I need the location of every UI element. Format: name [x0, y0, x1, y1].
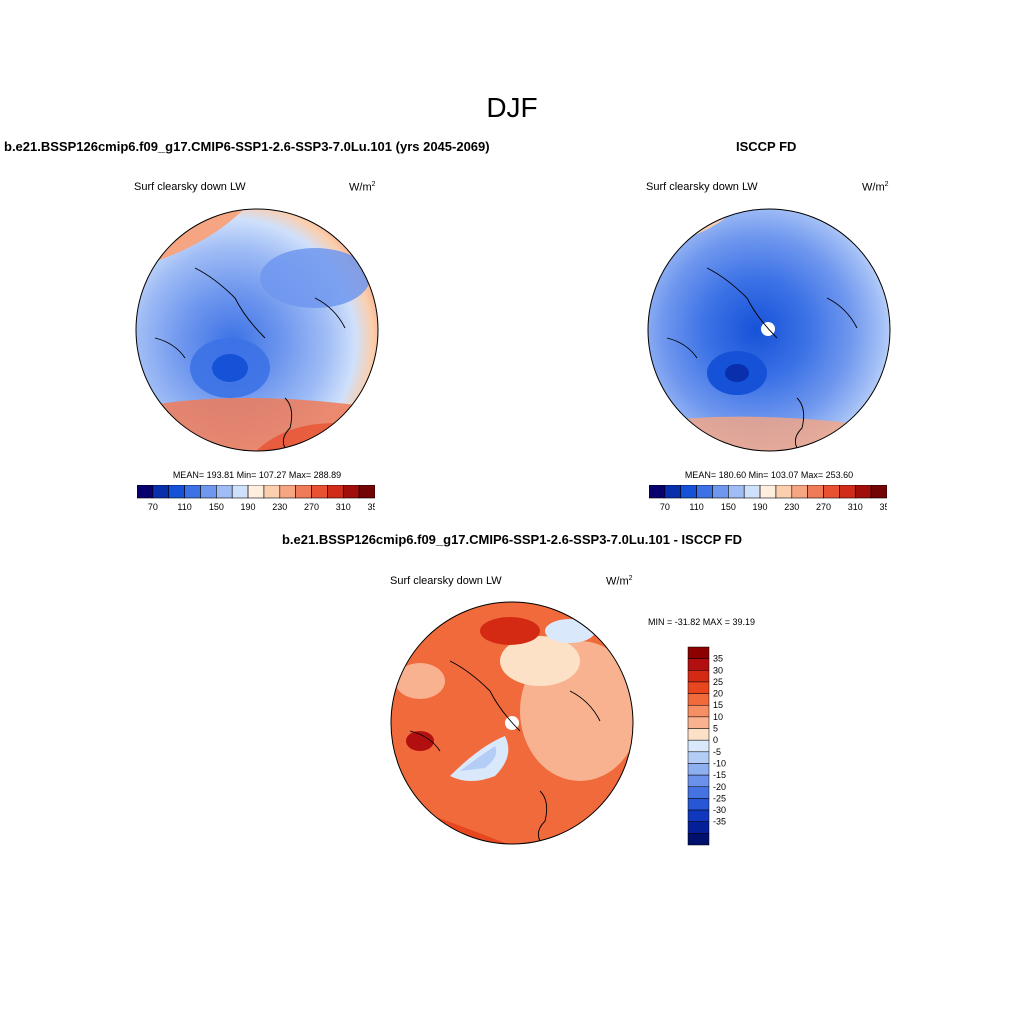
- obs-colorbar-tick-label: 350: [879, 502, 887, 512]
- model-variable-label: Surf clearsky down LW: [134, 181, 246, 193]
- obs-colorbar-swatch: [839, 485, 856, 499]
- diff-colorbar-tick-label: 35: [713, 654, 723, 664]
- obs-colorbar-swatch: [870, 485, 887, 499]
- diff-colorbar-tick-label: -20: [713, 782, 726, 792]
- obs-colorbar-swatch: [823, 485, 840, 499]
- obs-colorbar-swatch: [696, 485, 713, 499]
- model-colorbar-swatch: [168, 485, 185, 499]
- model-colorbar-swatch: [137, 485, 154, 499]
- model-panel-title: b.e21.BSSP126cmip6.f09_g17.CMIP6-SSP1-2.…: [4, 139, 490, 154]
- model-colorbar-tick-label: 110: [177, 502, 191, 512]
- obs-colorbar-swatch: [712, 485, 729, 499]
- diff-colorbar-swatch: [687, 704, 710, 718]
- obs-colorbar: 70 110 150 190 230 270 310 350: [649, 485, 887, 512]
- obs-colorbar-tick-label: 310: [848, 502, 863, 512]
- diff-colorbar-tick-label: 25: [713, 677, 723, 687]
- model-colorbar-swatch: [295, 485, 312, 499]
- diff-colorbar-swatch: [687, 833, 710, 846]
- diff-colorbar-swatch: [687, 798, 710, 811]
- model-colorbar-swatch: [231, 485, 249, 499]
- diff-colorbar-tick-label: -15: [713, 770, 726, 780]
- page-title: DJF: [486, 92, 538, 123]
- diff-colorbar-swatch: [687, 728, 710, 741]
- model-colorbar-swatch: [247, 485, 265, 499]
- obs-colorbar-swatch: [649, 485, 666, 499]
- model-colorbar-tick-label: 270: [304, 502, 319, 512]
- obs-colorbar-swatch: [664, 485, 682, 499]
- diff-colorbar-swatch: [687, 774, 710, 788]
- model-colorbar-swatch: [311, 485, 328, 499]
- model-colorbar-swatch: [342, 485, 360, 499]
- model-polar-map: [135, 208, 379, 452]
- diff-colorbar-tick-label: -35: [713, 817, 726, 827]
- diff-colorbar-tick-label: 30: [713, 665, 723, 675]
- diff-units-label: W/m2: [606, 575, 633, 588]
- model-colorbar-tick-label: 190: [241, 502, 256, 512]
- obs-stats-label: MEAN= 180.60 Min= 103.07 Max= 253.60: [684, 470, 854, 480]
- model-colorbar-swatch: [152, 485, 170, 499]
- obs-colorbar-tick-label: 270: [816, 502, 831, 512]
- diff-colorbar-tick-label: 15: [713, 700, 723, 710]
- diff-colorbar-swatch: [687, 646, 710, 659]
- obs-colorbar-tick-label: 230: [784, 502, 799, 512]
- diff-colorbar-tick-label: 10: [713, 712, 723, 722]
- diff-colorbar-swatch: [687, 809, 710, 822]
- diff-colorbar-swatch: [687, 681, 710, 694]
- diff-colorbar-swatch: [687, 751, 710, 764]
- diff-colorbar-swatch: [687, 670, 710, 683]
- diff-polar-map: [390, 601, 634, 845]
- diff-colorbar-swatch: [687, 658, 710, 671]
- diff-colorbar-tick-label: -5: [713, 747, 721, 757]
- obs-colorbar-swatch: [759, 485, 777, 499]
- diff-colorbar-tick-label: 0: [713, 735, 718, 745]
- obs-colorbar-swatch: [680, 485, 697, 499]
- diff-colorbar-tick-label: -10: [713, 758, 726, 768]
- model-colorbar-tick-label: 350: [367, 502, 375, 512]
- model-colorbar: 70 110 150 190 230 270 310 350: [137, 485, 375, 512]
- diff-colorbar-tick-label: -25: [713, 793, 726, 803]
- diff-minmax-label: MIN = -31.82 MAX = 39.19: [648, 617, 756, 627]
- diff-colorbar-tick-label: -30: [713, 805, 726, 815]
- model-colorbar-swatch: [263, 485, 281, 499]
- obs-variable-label: Surf clearsky down LW: [646, 181, 758, 193]
- model-colorbar-tick-label: 310: [336, 502, 351, 512]
- obs-units-label: W/m2: [862, 181, 889, 194]
- model-colorbar-swatch: [184, 485, 201, 499]
- obs-colorbar-swatch: [775, 485, 793, 499]
- model-colorbar-swatch: [279, 485, 296, 499]
- model-colorbar-swatch: [200, 485, 217, 499]
- obs-colorbar-tick-label: 190: [753, 502, 768, 512]
- obs-panel-title: ISCCP FD: [736, 139, 797, 154]
- diff-colorbar-tick-label: 20: [713, 689, 723, 699]
- model-stats-label: MEAN= 193.81 Min= 107.27 Max= 288.89: [172, 470, 342, 480]
- diff-variable-label: Surf clearsky down LW: [390, 575, 502, 587]
- model-colorbar-swatch: [358, 485, 375, 499]
- obs-polar-map: [647, 208, 891, 452]
- obs-colorbar-swatch: [743, 485, 761, 499]
- model-colorbar-swatch: [327, 485, 344, 499]
- model-colorbar-swatch: [216, 485, 233, 499]
- diff-colorbar-swatch: [687, 716, 710, 729]
- obs-colorbar-tick-label: 110: [689, 502, 703, 512]
- obs-colorbar-swatch: [854, 485, 872, 499]
- diff-colorbar-swatch: [687, 763, 710, 776]
- diff-colorbar-swatch: [687, 693, 710, 706]
- diff-colorbar-swatch: [687, 821, 710, 834]
- obs-colorbar-swatch: [791, 485, 808, 499]
- obs-colorbar-swatch: [728, 485, 745, 499]
- diff-panel-title: b.e21.BSSP126cmip6.f09_g17.CMIP6-SSP1-2.…: [281, 532, 742, 547]
- diff-colorbar-swatch: [687, 739, 710, 753]
- diff-colorbar-swatch: [687, 786, 710, 799]
- model-colorbar-tick-label: 150: [209, 502, 224, 512]
- diff-colorbar-tick-label: 5: [713, 724, 718, 734]
- model-colorbar-tick-label: 70: [148, 502, 158, 512]
- obs-colorbar-tick-label: 150: [721, 502, 736, 512]
- obs-colorbar-tick-label: 70: [660, 502, 670, 512]
- obs-colorbar-swatch: [807, 485, 824, 499]
- model-colorbar-tick-label: 230: [272, 502, 287, 512]
- model-units-label: W/m2: [349, 181, 376, 194]
